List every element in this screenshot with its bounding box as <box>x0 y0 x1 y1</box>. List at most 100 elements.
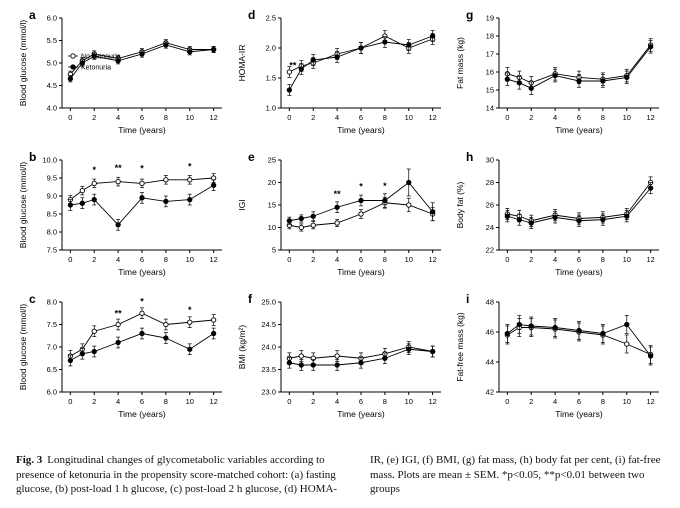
significance-marker: ** <box>289 60 297 70</box>
filled-circle-icon <box>70 64 76 70</box>
axes <box>496 159 659 253</box>
y-tick-label: 9.5 <box>47 174 57 183</box>
data-point <box>139 310 145 316</box>
data-point <box>163 177 169 183</box>
x-tick-label: 0 <box>287 397 291 406</box>
figure-caption: Fig. 3 Longitudinal changes of glycometab… <box>0 432 680 508</box>
x-tick-label: 6 <box>358 397 362 406</box>
significance-marker: * <box>188 161 192 171</box>
series-ketonuria <box>504 182 654 229</box>
data-point <box>163 42 169 48</box>
axes <box>496 301 659 395</box>
panel-b: b 7.5 8.0 8.5 9.0 9.5 10.0 0 2 4 6 8 10 12 Time (years… <box>16 148 231 290</box>
y-axis-label: Blood glucose (mmol/l) <box>18 162 28 249</box>
data-point <box>333 362 340 368</box>
chart-c: c 6.0 6.5 7.0 7.5 8.0 0 2 4 6 8 10 12 Time (years) Blo… <box>18 292 222 419</box>
x-tick-label: 10 <box>186 255 194 264</box>
x-tick-label: 0 <box>505 113 509 122</box>
data-point <box>298 66 304 72</box>
x-tick-label: 4 <box>553 397 557 406</box>
y-tick-label: 8.0 <box>47 228 57 237</box>
data-point <box>139 180 145 187</box>
data-point <box>79 187 85 194</box>
data-point <box>298 224 304 231</box>
x-tick-label: 12 <box>428 397 436 406</box>
x-tick-label: 2 <box>92 397 96 406</box>
y-tick-label: 5.0 <box>47 59 57 68</box>
x-axis-label: Time (years) <box>555 267 603 277</box>
y-tick-label: 1.5 <box>265 74 275 83</box>
x-tick-label: 2 <box>311 397 315 406</box>
significance-marker: * <box>188 305 192 315</box>
x-tick-label: 0 <box>68 113 72 122</box>
series-ketonuria <box>286 30 435 96</box>
data-point <box>115 321 121 328</box>
data-point <box>210 330 217 337</box>
x-tick-label: 4 <box>116 255 120 264</box>
panel-i: i 42 44 46 48 0 2 4 6 8 10 12 Time (years) Fat-free m… <box>453 290 668 432</box>
y-tick-label: 15 <box>486 86 494 95</box>
data-point <box>504 330 511 337</box>
x-tick-label: 8 <box>164 397 168 406</box>
y-tick-label: 24.0 <box>261 343 276 352</box>
y-tick-label: 7.5 <box>47 320 57 329</box>
y-axis-label: HOMA-IR <box>237 45 247 82</box>
significance-marker: * <box>140 164 144 174</box>
series-ketonuria <box>504 40 654 95</box>
y-tick-label: 26 <box>486 201 494 210</box>
y-tick-label: 25.0 <box>261 298 276 307</box>
series-ketonuria <box>504 315 654 366</box>
chart-b: b 7.5 8.0 8.5 9.0 9.5 10.0 0 2 4 6 8 10 12 Time (years… <box>18 150 222 277</box>
axes <box>277 17 441 111</box>
x-tick-label: 2 <box>529 397 533 406</box>
data-point <box>429 348 435 355</box>
data-point <box>91 348 97 355</box>
chart-d: d 1.0 1.5 2.0 2.5 0 2 4 6 8 10 12 Time (years) HOMA-I… <box>237 8 441 135</box>
y-tick-label: 6.0 <box>47 388 57 397</box>
data-point <box>504 213 511 219</box>
x-tick-label: 2 <box>92 113 96 122</box>
panel-letter: g <box>466 8 473 22</box>
y-tick-label: 6.0 <box>47 14 57 23</box>
x-tick-label: 10 <box>404 255 412 264</box>
panel-letter: d <box>248 8 255 22</box>
data-point <box>91 180 97 187</box>
series-ketonuria <box>286 343 435 371</box>
y-tick-label: 28 <box>486 178 494 187</box>
y-tick-label: 23.5 <box>261 365 276 374</box>
data-point <box>115 178 121 185</box>
data-point <box>576 327 582 334</box>
series-ketonuria <box>67 179 217 231</box>
axes <box>277 159 441 253</box>
data-point <box>286 360 292 366</box>
x-tick-label: 2 <box>529 255 533 264</box>
y-tick-label: 6.5 <box>47 365 57 374</box>
panel-letter: e <box>248 150 255 164</box>
y-tick-label: 24.5 <box>261 320 276 329</box>
y-tick-label: 8.0 <box>47 298 57 307</box>
data-point <box>210 182 217 188</box>
data-point <box>79 60 85 66</box>
y-tick-label: 2.5 <box>265 14 275 23</box>
caption-left-column: Fig. 3 Longitudinal changes of glycometab… <box>16 453 350 497</box>
series-no-ketonuria <box>67 173 217 205</box>
y-tick-label: 7.5 <box>47 246 57 255</box>
panel-letter: b <box>29 150 36 164</box>
data-point <box>67 202 74 208</box>
data-point <box>115 58 121 64</box>
chart-f: f 23.0 23.5 24.0 24.5 25.0 0 2 4 6 8 10 12 Time (year… <box>237 292 441 419</box>
data-point <box>333 353 340 359</box>
x-tick-label: 12 <box>646 255 654 264</box>
y-tick-label: 22 <box>486 246 494 255</box>
y-tick-label: 48 <box>486 298 494 307</box>
data-point <box>429 33 435 39</box>
x-tick-label: 8 <box>601 255 605 264</box>
x-tick-label: 4 <box>116 397 120 406</box>
data-point <box>333 54 340 60</box>
data-point <box>187 177 193 183</box>
x-tick-label: 2 <box>92 255 96 264</box>
data-point <box>79 200 85 206</box>
x-tick-label: 8 <box>601 397 605 406</box>
y-tick-label: 15 <box>267 201 275 210</box>
